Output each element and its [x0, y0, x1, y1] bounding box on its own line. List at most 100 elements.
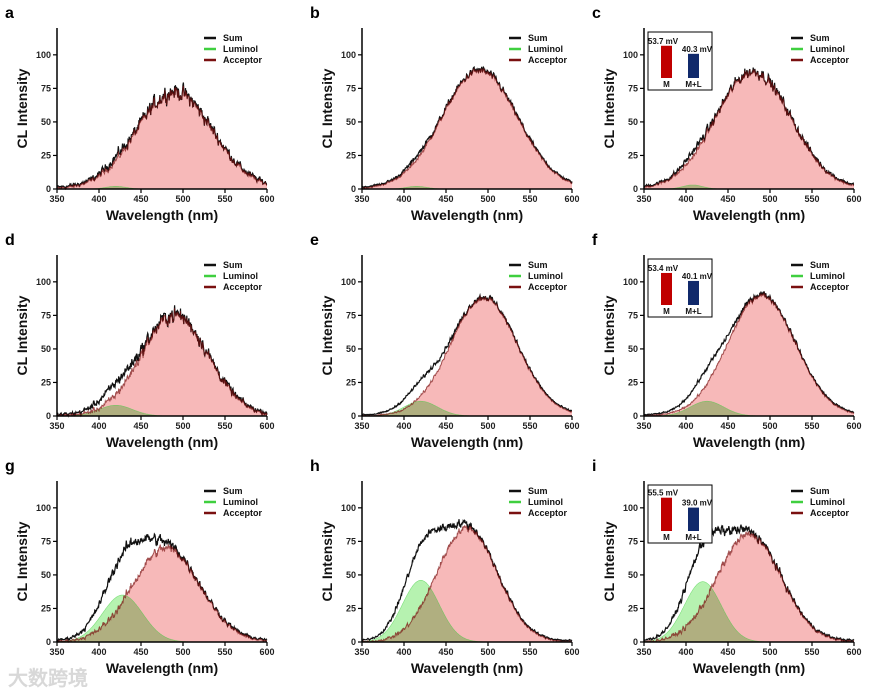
legend-entry: Sum — [810, 33, 830, 43]
inset-bar-chart: 53.7 mV M 40.3 mV M+L — [647, 31, 713, 91]
y-tick-label: 50 — [628, 344, 638, 354]
x-tick-label: 400 — [91, 647, 106, 657]
legend-entry: Luminol — [528, 497, 563, 507]
y-tick-label: 50 — [41, 570, 51, 580]
y-tick-label: 25 — [41, 377, 51, 387]
legend-entry: Acceptor — [528, 508, 568, 518]
y-tick-label: 100 — [36, 50, 51, 60]
legend-entry: Acceptor — [223, 55, 263, 65]
acceptor-line — [56, 308, 268, 418]
y-tick-label: 75 — [346, 310, 356, 320]
chart-panel-c: 0 25 50 75 100 350 400 450 500 550 600 Wavelength (… — [592, 5, 862, 223]
inset-value-label: 53.4 mV — [648, 264, 679, 273]
inset-category-label: M — [663, 533, 670, 542]
acceptor-line — [361, 295, 573, 417]
watermark: 大数跨境 — [8, 666, 88, 690]
luminol-area — [644, 581, 854, 642]
inset-bar-m — [661, 497, 672, 531]
chart-panel-b: 0 25 50 75 100 350 400 450 500 550 600 Wavelength (… — [310, 5, 580, 223]
x-axis-label: Wavelength (nm) — [411, 207, 523, 223]
luminol-area — [57, 595, 267, 642]
inset-bar-chart: 55.5 mV M 39.0 mV M+L — [647, 484, 713, 544]
y-tick-label: 50 — [41, 117, 51, 127]
inset-bar-m — [661, 45, 672, 78]
x-tick-label: 550 — [522, 194, 537, 204]
panel-label: e — [310, 232, 319, 249]
y-tick-label: 0 — [633, 411, 638, 421]
legend-entry: Acceptor — [810, 508, 850, 518]
y-tick-label: 0 — [46, 637, 51, 647]
y-tick-label: 75 — [346, 83, 356, 93]
panel-label: d — [5, 232, 15, 249]
x-axis-label: Wavelength (nm) — [693, 434, 805, 450]
sum-line — [362, 65, 573, 189]
acceptor-line — [643, 68, 855, 189]
luminol-area — [362, 401, 572, 416]
chart-panel-h: 0 25 50 75 100 350 400 450 500 550 600 Wavelength (… — [310, 458, 580, 676]
luminol-area — [644, 185, 854, 189]
legend-entry: Acceptor — [810, 282, 850, 292]
x-axis-label: Wavelength (nm) — [411, 660, 523, 676]
chart-panel-f: 0 25 50 75 100 350 400 450 500 550 600 Wavelength (… — [592, 232, 862, 450]
legend-entry: Luminol — [810, 497, 845, 507]
luminol-area — [362, 580, 572, 642]
x-tick-label: 350 — [636, 421, 651, 431]
inset-value-label: 40.3 mV — [682, 45, 713, 54]
legend-entry: Acceptor — [223, 282, 263, 292]
y-tick-label: 0 — [351, 637, 356, 647]
legend-entry: Sum — [528, 33, 548, 43]
y-axis-label: CL Intensity — [14, 521, 30, 601]
legend-entry: Luminol — [223, 271, 258, 281]
x-tick-label: 600 — [846, 421, 861, 431]
acceptor-area — [362, 68, 572, 189]
x-tick-label: 450 — [133, 647, 148, 657]
acceptor-area — [362, 525, 572, 642]
x-tick-label: 450 — [133, 194, 148, 204]
legend-entry: Acceptor — [528, 55, 568, 65]
legend-entry: Sum — [528, 260, 548, 270]
y-tick-label: 100 — [36, 503, 51, 513]
x-tick-label: 450 — [438, 421, 453, 431]
x-tick-label: 550 — [522, 421, 537, 431]
acceptor-line — [56, 544, 268, 644]
inset-value-label: 55.5 mV — [648, 489, 679, 498]
chart-panel-g: 0 25 50 75 100 350 400 450 500 550 600 Wavelength (… — [5, 458, 275, 676]
legend-entry: Luminol — [223, 44, 258, 54]
x-tick-label: 350 — [354, 194, 369, 204]
x-tick-label: 400 — [91, 194, 106, 204]
y-tick-label: 75 — [628, 83, 638, 93]
sum-line — [643, 290, 855, 416]
inset-frame — [647, 484, 713, 544]
legend-entry: Acceptor — [223, 508, 263, 518]
y-axis-label: CL Intensity — [319, 521, 335, 601]
chart-panel-i: 0 25 50 75 100 350 400 450 500 550 600 Wavelength (… — [592, 458, 862, 676]
acceptor-line — [361, 525, 573, 643]
x-tick-label: 350 — [354, 647, 369, 657]
y-tick-label: 25 — [346, 377, 356, 387]
legend-entry: Acceptor — [528, 282, 568, 292]
x-tick-label: 600 — [259, 194, 274, 204]
x-tick-label: 600 — [564, 421, 579, 431]
y-axis-label: CL Intensity — [601, 68, 617, 148]
panel-label: i — [592, 458, 596, 475]
x-tick-label: 400 — [678, 421, 693, 431]
sum-line — [56, 532, 268, 642]
inset-value-label: 53.7 mV — [648, 37, 679, 46]
y-tick-label: 75 — [628, 310, 638, 320]
y-axis-label: CL Intensity — [601, 521, 617, 601]
x-tick-label: 500 — [762, 647, 777, 657]
x-tick-label: 600 — [259, 421, 274, 431]
legend-entry: Sum — [223, 486, 243, 496]
inset-bar-m-plus-l — [688, 280, 699, 305]
chart-panel-a: 0 25 50 75 100 350 400 450 500 550 600 Wavelength (… — [5, 5, 275, 223]
inset-frame — [647, 31, 713, 91]
inset-category-label: M — [663, 80, 670, 89]
x-tick-label: 500 — [762, 421, 777, 431]
chart-panel-e: 0 25 50 75 100 350 400 450 500 550 600 Wavelength (… — [310, 232, 580, 450]
panel-label: c — [592, 5, 601, 22]
x-tick-label: 500 — [175, 647, 190, 657]
x-tick-label: 400 — [396, 421, 411, 431]
panel-label: a — [5, 5, 14, 22]
x-tick-label: 500 — [480, 421, 495, 431]
